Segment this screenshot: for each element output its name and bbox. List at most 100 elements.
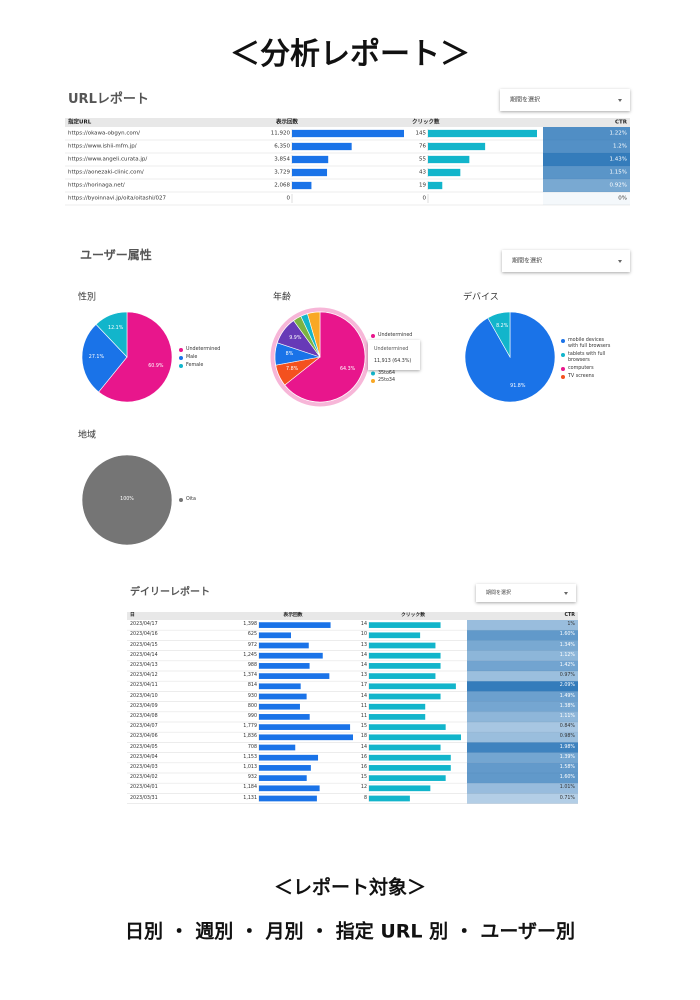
slice-label: 12.1% bbox=[108, 325, 124, 331]
ctr-cell bbox=[467, 630, 578, 641]
row-label: 2023/04/02 bbox=[130, 775, 158, 781]
bar bbox=[292, 142, 352, 151]
cell-value: 1.58% bbox=[559, 765, 575, 771]
cell-value: 990 bbox=[247, 714, 257, 720]
legend-label: 25to34 bbox=[378, 378, 396, 383]
select-caret bbox=[564, 592, 568, 595]
bar bbox=[259, 754, 319, 761]
cell-value: 1.11% bbox=[559, 714, 575, 720]
bar bbox=[259, 673, 330, 679]
cell-value: 0 bbox=[286, 195, 291, 202]
column-header: 表示回数 bbox=[276, 119, 299, 126]
row-label: 2023/04/03 bbox=[130, 765, 158, 771]
bar bbox=[369, 785, 431, 792]
legend-label: TV screens bbox=[568, 374, 595, 379]
cell-value: 1,153 bbox=[243, 754, 257, 760]
section-title: ユーザー属性 bbox=[80, 247, 152, 262]
ctr-cell bbox=[467, 762, 578, 773]
cell-value: 15 bbox=[360, 724, 367, 730]
bar bbox=[259, 632, 291, 639]
pie-slice bbox=[95, 311, 128, 358]
row-label: 2023/04/07 bbox=[130, 724, 158, 730]
bar bbox=[259, 703, 300, 710]
bar bbox=[259, 775, 307, 781]
bar bbox=[369, 765, 451, 771]
row-label: 2023/04/05 bbox=[130, 744, 158, 750]
cell-value: 11 bbox=[360, 703, 367, 709]
slice-label: 9.9% bbox=[289, 336, 302, 342]
cell-value: 814 bbox=[247, 683, 257, 689]
cell-value: 0.84% bbox=[559, 724, 575, 730]
bar bbox=[259, 795, 317, 802]
cell-value: 16 bbox=[360, 765, 367, 771]
cell-value: 11,920 bbox=[270, 130, 290, 137]
bar bbox=[428, 142, 486, 151]
legend-label: mobile devices with full browsers bbox=[568, 338, 611, 349]
column-header: 日 bbox=[130, 613, 135, 619]
cell-value: 15 bbox=[360, 775, 367, 781]
select-label: 期間を選択 bbox=[486, 590, 512, 596]
ctr-cell bbox=[467, 742, 578, 753]
cell-value: 1.01% bbox=[559, 785, 575, 791]
chart-title: 地域 bbox=[78, 430, 97, 441]
bar bbox=[369, 744, 441, 751]
cell-value: 1.2% bbox=[613, 143, 627, 150]
cell-value: 17 bbox=[360, 683, 367, 689]
cell-value: 14 bbox=[360, 693, 367, 699]
ctr-cell bbox=[467, 752, 578, 763]
ctr-cell bbox=[467, 701, 578, 712]
pie-slice bbox=[284, 311, 366, 403]
slice-label: 8% bbox=[285, 352, 294, 357]
legend-label: Female bbox=[186, 363, 204, 368]
cell-value: 1,374 bbox=[243, 673, 257, 679]
row-label: https://byoinnavi.jp/oita/oitashi/027 bbox=[68, 195, 167, 202]
legend-label: Oita bbox=[186, 497, 196, 502]
slice-label: 64.3% bbox=[339, 367, 356, 373]
ctr-cell bbox=[467, 671, 578, 682]
cell-value: 1.98% bbox=[559, 744, 575, 750]
bar bbox=[292, 181, 312, 190]
bar bbox=[369, 673, 436, 679]
bar bbox=[369, 663, 441, 669]
cell-value: 0.71% bbox=[559, 795, 575, 801]
bar bbox=[369, 642, 436, 649]
bar bbox=[259, 765, 311, 771]
cell-value: 1,013 bbox=[243, 765, 257, 771]
legend-swatch bbox=[179, 356, 183, 360]
period-select[interactable] bbox=[476, 584, 576, 602]
cell-value: 0 bbox=[422, 195, 427, 202]
cell-value: 14 bbox=[360, 622, 367, 628]
cell-value: 12 bbox=[360, 785, 367, 791]
cell-value: 1,131 bbox=[243, 795, 257, 801]
legend-label: Undetermined bbox=[186, 347, 221, 352]
row-label: 2023/04/14 bbox=[130, 652, 158, 658]
cell-value: 3,854 bbox=[274, 156, 290, 163]
tooltip-value: 11,913 (64.3%) bbox=[374, 359, 412, 365]
row-label: https://okawa-obgyn.com/ bbox=[68, 130, 140, 137]
row-label: 2023/04/10 bbox=[130, 693, 158, 699]
row-label: 2023/04/16 bbox=[130, 632, 158, 638]
cell-value: 1,245 bbox=[243, 652, 257, 658]
ctr-cell bbox=[543, 192, 630, 205]
cell-value: 932 bbox=[247, 775, 257, 781]
cell-value: 930 bbox=[247, 693, 257, 699]
ctr-cell bbox=[467, 783, 578, 794]
bar bbox=[259, 724, 351, 730]
cell-value: 1.34% bbox=[559, 642, 575, 648]
cell-value: 3,729 bbox=[274, 169, 290, 176]
ctr-cell bbox=[467, 660, 578, 671]
period-select[interactable] bbox=[500, 89, 630, 111]
table-header-bg bbox=[127, 612, 578, 620]
chart-title: 性別 bbox=[78, 292, 97, 303]
legend-swatch bbox=[561, 367, 565, 371]
bar bbox=[259, 683, 301, 690]
cell-value: 76 bbox=[419, 143, 426, 150]
row-label: https://www.ishii-mfm.jp/ bbox=[68, 143, 137, 150]
cell-value: 8 bbox=[363, 795, 367, 801]
row-label: 2023/04/13 bbox=[130, 663, 158, 669]
period-select[interactable] bbox=[502, 250, 630, 272]
ctr-cell bbox=[543, 140, 630, 153]
legend-label: Undetermined bbox=[378, 333, 413, 338]
chart-title: 年齢 bbox=[273, 292, 292, 303]
cell-value: 6,350 bbox=[274, 143, 290, 150]
